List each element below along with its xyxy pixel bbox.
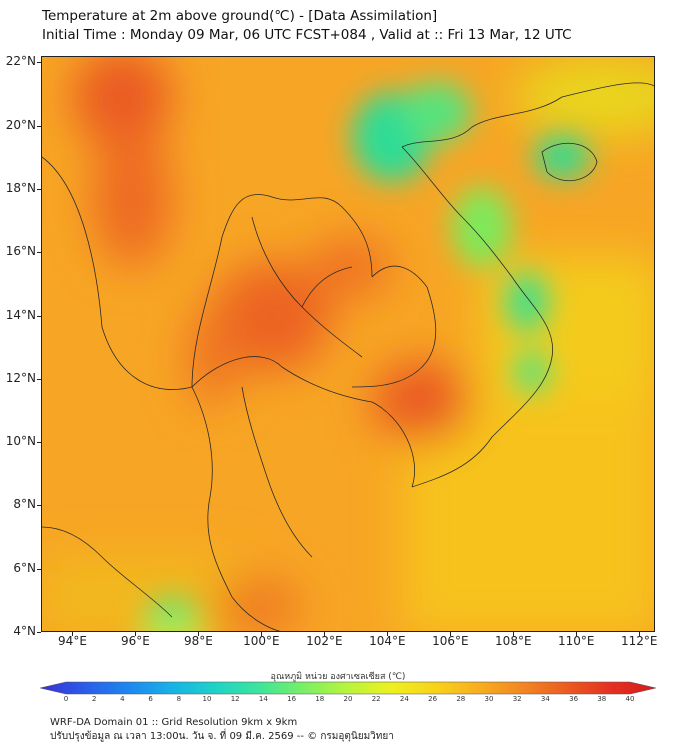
lat-tick — [37, 315, 41, 317]
lon-tick — [324, 632, 326, 636]
lon-tick — [450, 632, 452, 636]
lon-label: 106°E — [432, 634, 469, 648]
lat-label: 22°N — [5, 54, 36, 69]
colorbar-tick-label: 24 — [399, 695, 409, 703]
colorbar-tick-label: 32 — [512, 695, 522, 703]
colorbar-tick-label: 30 — [484, 695, 494, 703]
colorbar-tick-label: 18 — [315, 695, 325, 703]
lat-tick — [37, 62, 41, 64]
lat-tick — [37, 442, 41, 444]
lat-tick — [37, 188, 41, 190]
lat-label: 4°N — [13, 624, 36, 638]
lon-label: 98°E — [183, 634, 213, 648]
colorbar-tick-label: 22 — [371, 695, 381, 703]
lon-tick — [198, 632, 200, 636]
lon-tick — [261, 632, 263, 636]
lon-label: 102°E — [306, 634, 343, 648]
lon-tick — [576, 632, 578, 636]
temperature-field — [42, 57, 654, 631]
lon-tick — [387, 632, 389, 636]
colorbar-tick-label: 6 — [148, 695, 153, 703]
colorbar-tick-label: 12 — [230, 695, 240, 703]
lon-tick — [72, 632, 74, 636]
colorbar-label: อุณหภูมิ หน่วย องศาเซลเซียส (℃) — [270, 672, 406, 682]
footer-line-2: ปรับปรุงข้อมูล ณ เวลา 13:00น. วัน จ. ที่… — [50, 731, 394, 742]
lon-label: 96°E — [121, 634, 150, 648]
colorbar-tick-label: 40 — [625, 695, 635, 703]
lat-label: 8°N — [13, 497, 36, 512]
lon-label: 104°E — [369, 634, 406, 648]
lat-label: 6°N — [13, 560, 36, 575]
colorbar-tick-label: 4 — [120, 695, 125, 703]
temperature-map — [41, 56, 655, 632]
colorbar-tick-label: 16 — [287, 695, 297, 703]
lat-label: 18°N — [5, 180, 36, 195]
lat-tick — [37, 632, 41, 633]
lon-label: 112°E — [621, 634, 658, 648]
lon-tick — [639, 632, 641, 636]
lon-label: 94°E — [58, 634, 87, 648]
lon-tick — [513, 632, 515, 636]
lat-label: 20°N — [5, 117, 36, 132]
lon-tick — [135, 632, 137, 636]
coastline-borders — [42, 82, 654, 631]
title-line-2: Initial Time : Monday 09 Mar, 06 UTC FCS… — [42, 27, 572, 43]
lat-tick — [37, 125, 41, 127]
lat-tick — [37, 378, 41, 380]
lat-tick — [37, 252, 41, 254]
lon-label: 100°E — [243, 634, 280, 648]
lat-tick — [37, 505, 41, 507]
footer-line-1: WRF-DA Domain 01 :: Grid Resolution 9km … — [50, 717, 298, 728]
colorbar-tick-label: 14 — [258, 695, 268, 703]
lat-label: 12°N — [5, 370, 36, 385]
colorbar-tick-label: 10 — [202, 695, 212, 703]
colorbar-tick-label: 20 — [343, 695, 353, 703]
colorbar-tick-label: 0 — [63, 695, 69, 703]
colorbar-tick-label: 2 — [91, 695, 97, 703]
colorbar-tick-label: 28 — [456, 695, 466, 703]
map-title: Temperature at 2m above ground(℃) - [Dat… — [42, 7, 572, 45]
lat-label: 10°N — [5, 434, 36, 449]
colorbar-tick-label: 8 — [176, 695, 182, 703]
title-line-1: Temperature at 2m above ground(℃) - [Dat… — [42, 8, 438, 24]
lon-label: 108°E — [495, 634, 532, 648]
colorbar-tick-label: 26 — [428, 695, 438, 703]
colorbar-tick-label: 38 — [597, 695, 607, 703]
lat-label: 16°N — [5, 244, 36, 259]
colorbar-tick-label: 34 — [540, 695, 550, 703]
colorbar-tick-label: 36 — [569, 695, 579, 703]
footer: WRF-DA Domain 01 :: Grid Resolution 9km … — [50, 716, 394, 744]
lat-tick — [37, 568, 41, 570]
lat-label: 14°N — [5, 307, 36, 322]
lon-label: 110°E — [558, 634, 595, 648]
